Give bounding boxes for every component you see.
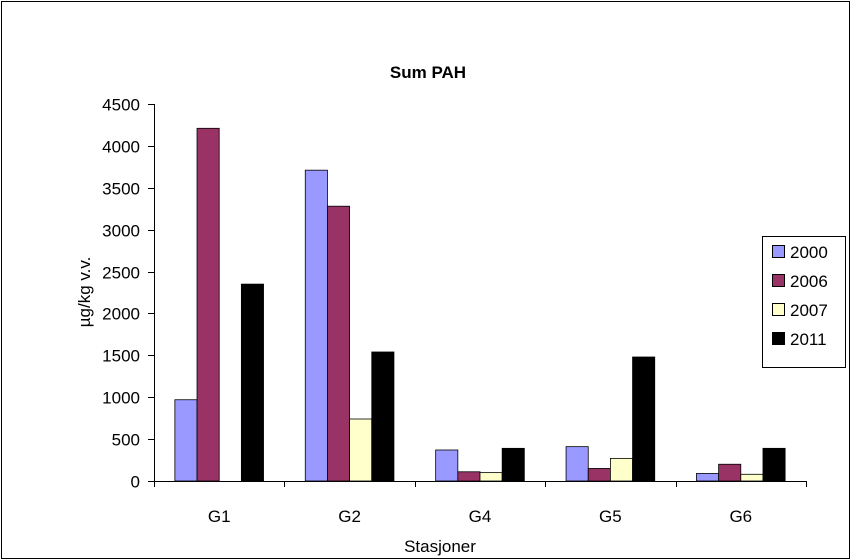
x-ticks (154, 481, 807, 487)
bars (174, 127, 786, 482)
bar-2011-G6 (762, 447, 786, 482)
x-tick-labels: G1 G2 G4 G5 G6 (208, 507, 752, 526)
legend-swatch-2006 (772, 274, 785, 287)
legend-label-2011: 2011 (790, 330, 827, 349)
bar-2011-G4 (501, 447, 525, 482)
legend-items: 2000 2006 2007 2011 (772, 243, 828, 349)
y-tick-label: 1500 (102, 347, 140, 366)
y-tick-label: 1000 (102, 389, 140, 408)
y-axis-label: µg/kg v.v. (75, 257, 94, 328)
bar-2000-G2 (304, 169, 328, 482)
y-tick-label: 4000 (102, 138, 140, 157)
x-tick-label: G1 (208, 507, 231, 526)
x-tick-label: G4 (469, 507, 492, 526)
chart-title: Sum PAH (390, 63, 466, 82)
bar-2011-G5 (632, 356, 656, 482)
x-tick-label: G2 (338, 507, 361, 526)
x-tick-label: G6 (729, 507, 752, 526)
bar-2006-G1 (196, 127, 220, 482)
bar-2000-G6 (696, 473, 720, 482)
x-axis-label: Stasjoner (404, 537, 476, 556)
bar-2007-G2 (349, 418, 373, 482)
y-tick-label: 2500 (102, 264, 140, 283)
x-tick-label: G5 (599, 507, 622, 526)
bar-2006-G4 (457, 471, 481, 482)
legend-label-2000: 2000 (790, 243, 828, 262)
bar-2006-G5 (587, 468, 611, 482)
y-tick-label: 4500 (102, 96, 140, 115)
bar-2006-G6 (718, 463, 742, 482)
legend: 2000 2006 2007 2011 (762, 236, 846, 368)
bar-2011-G1 (240, 283, 264, 482)
y-tick-label: 0 (131, 473, 140, 492)
bar-2011-G2 (371, 351, 395, 482)
y-tick-label: 2000 (102, 305, 140, 324)
bar-2006-G2 (327, 205, 351, 482)
bar-2000-G4 (435, 449, 459, 482)
y-tick-label: 3000 (102, 222, 140, 241)
bar-2000-G1 (174, 399, 198, 482)
bar-2007-G4 (479, 472, 503, 482)
legend-swatch-2011 (772, 332, 785, 345)
legend-border (762, 236, 846, 368)
y-tick-label: 3500 (102, 180, 140, 199)
bar-2007-G6 (740, 473, 764, 482)
legend-label-2006: 2006 (790, 272, 828, 291)
y-tick-labels: 0 500 1000 1500 2000 2500 3000 3500 4000 4500 (102, 96, 140, 492)
legend-swatch-2007 (772, 303, 785, 316)
bar-2007-G5 (610, 457, 633, 482)
legend-label-2007: 2007 (790, 301, 828, 320)
y-ticks (148, 104, 154, 482)
legend-swatch-2000 (772, 245, 785, 258)
bar-2000-G5 (565, 446, 589, 482)
y-tick-label: 500 (112, 431, 140, 450)
